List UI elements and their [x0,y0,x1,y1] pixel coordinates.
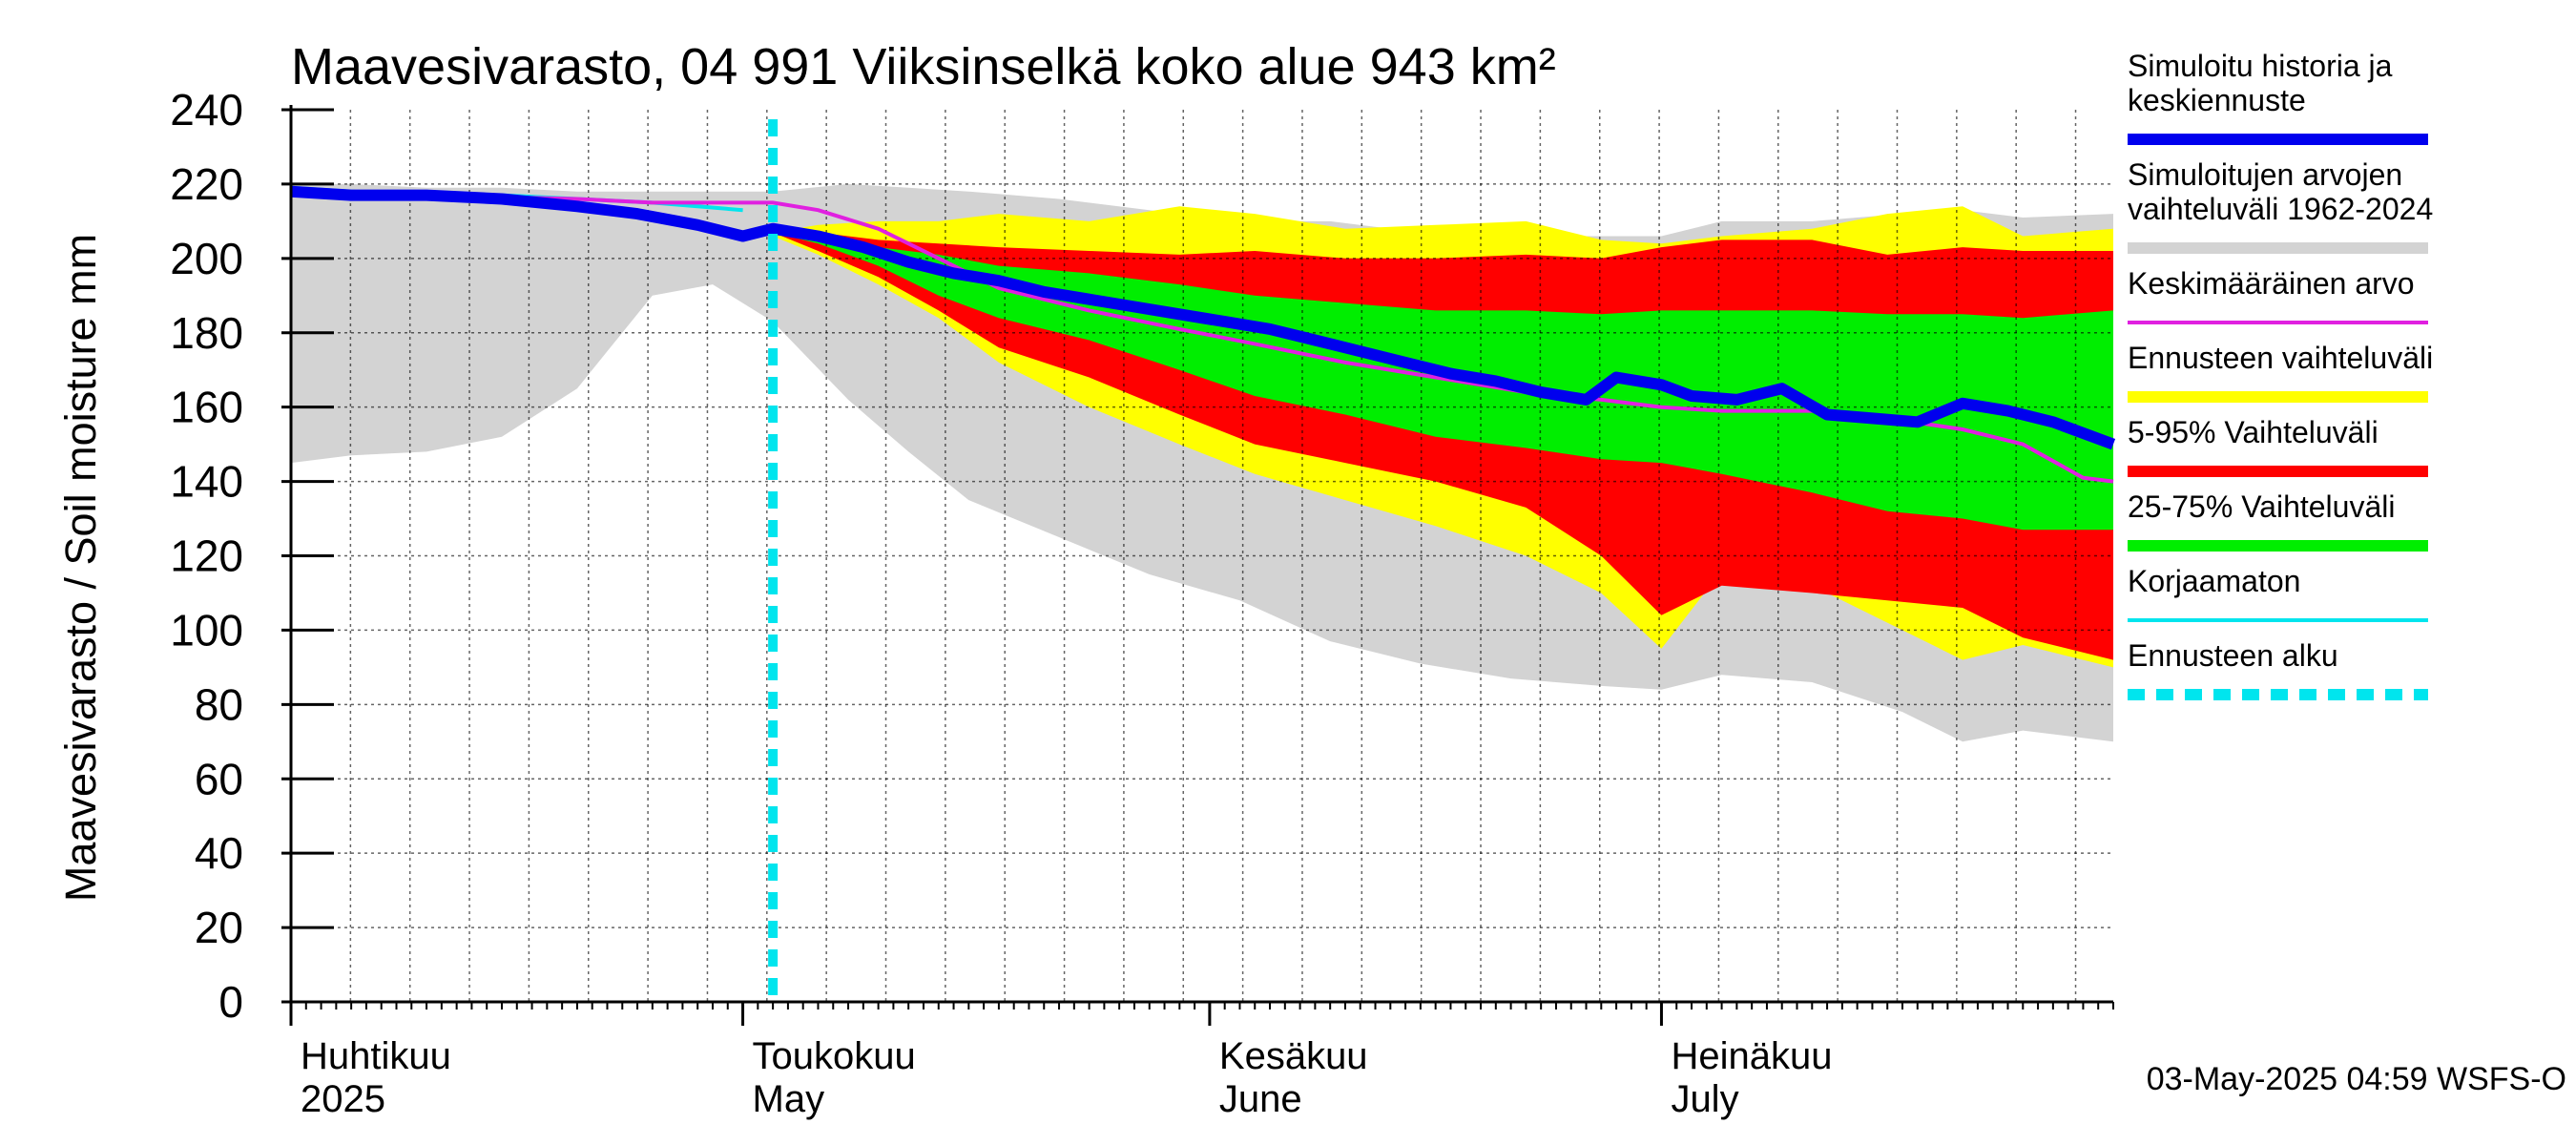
y-tick-label: 0 [218,977,243,1027]
x-tick-label-en: June [1219,1078,1302,1120]
y-axis-label: Maavesivarasto / Soil moisture mm [56,234,105,902]
legend-label: 5-95% Vaihteluväli [2128,415,2379,449]
y-tick-label: 160 [170,383,243,432]
y-tick-label: 180 [170,308,243,358]
legend-label: 25-75% Vaihteluväli [2128,489,2395,524]
y-tick-label: 140 [170,457,243,507]
x-tick-label-en: 2025 [301,1078,385,1120]
x-tick-label-fi: Heinäkuu [1671,1035,1832,1077]
chart-title: Maavesivarasto, 04 991 Viiksinselkä koko… [291,38,1556,95]
timestamp: 03-May-2025 04:59 WSFS-O [2147,1061,2566,1097]
series-lines [290,119,2116,1002]
x-tick-label-en: July [1671,1078,1738,1120]
legend-label: Simuloitujen arvojen [2128,157,2402,192]
legend-label: Korjaamaton [2128,564,2300,598]
legend-label: Simuloitu historia ja [2128,49,2393,83]
legend-label: Ennusteen alku [2128,638,2338,673]
legend-label: vaihteluväli 1962-2024 [2128,192,2433,226]
legend-label: keskiennuste [2128,83,2306,117]
x-tick-label-fi: Kesäkuu [1219,1035,1368,1077]
y-tick-label: 240 [170,85,243,135]
y-tick-label: 80 [195,679,243,729]
legend-label: Keskimääräinen arvo [2128,266,2415,301]
x-tick-label-en: May [753,1078,825,1120]
x-tick-label-fi: Huhtikuu [301,1035,451,1077]
y-tick-label: 60 [195,754,243,803]
y-tick-label: 200 [170,234,243,283]
y-tick-label: 20 [195,903,243,952]
y-tick-label: 220 [170,159,243,209]
y-tick-label: 100 [170,605,243,655]
legend-label: Ennusteen vaihteluväli [2128,341,2433,375]
y-tick-label: 40 [195,828,243,878]
x-tick-label-fi: Toukokuu [753,1035,916,1077]
axes: 0 20 40 60 80 100 120 140 160 180 200 220 240 Huhtiku… [170,85,2114,1120]
history-forecast-line [290,185,2116,450]
y-tick-label: 120 [170,531,243,581]
